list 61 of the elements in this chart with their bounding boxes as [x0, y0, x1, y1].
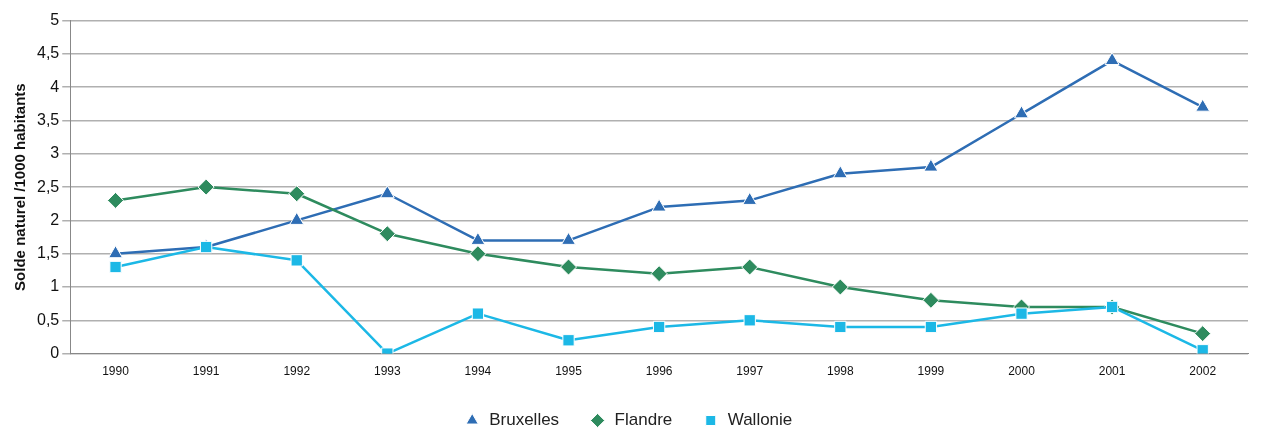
point [1194, 325, 1212, 343]
point [378, 225, 396, 243]
y-tick-label: 0,5 [36, 310, 60, 328]
point [379, 185, 395, 199]
point [288, 185, 306, 203]
point [834, 320, 847, 334]
y-tick-label: 0 [50, 344, 60, 362]
point [651, 198, 667, 212]
y-tick-label: 3 [50, 144, 60, 162]
x-tick-label: 2001 [1098, 364, 1126, 379]
point [471, 307, 485, 320]
point [742, 191, 758, 205]
point [561, 231, 576, 245]
point [924, 320, 938, 334]
x-tick-label: 1998 [826, 364, 854, 379]
x-tick-label: 2002 [1189, 364, 1217, 379]
legend-label: Flandre [614, 410, 673, 430]
y-tick-label: 1 [50, 277, 60, 295]
point [107, 191, 125, 209]
legend-label: Wallonie [727, 410, 793, 430]
point [743, 314, 756, 327]
point [1195, 98, 1211, 112]
x-tick-label: 1995 [555, 364, 583, 379]
point [290, 254, 303, 267]
point [1014, 105, 1029, 119]
point [922, 291, 940, 309]
point [650, 265, 668, 283]
x-tick-label: 1993 [373, 364, 401, 379]
x-tick-label: 2000 [1008, 364, 1036, 379]
x-tick-label: 1992 [283, 364, 311, 379]
x-tick-label: 1999 [917, 364, 945, 379]
y-tick-label: 4,5 [36, 44, 60, 62]
point [923, 158, 939, 172]
y-tick-label: 5 [50, 11, 60, 29]
point [1104, 52, 1120, 66]
y-tick-label: 2 [50, 210, 60, 228]
point [197, 178, 215, 196]
point [831, 278, 849, 296]
point [289, 211, 305, 225]
x-tick-label: 1991 [192, 364, 220, 379]
y-tick-label: 1,5 [36, 244, 60, 262]
point [832, 165, 848, 179]
point [741, 258, 759, 276]
x-tick-label: 1996 [645, 364, 673, 379]
point [560, 258, 578, 276]
y-axis-title: Solde naturel /1000 habitants [11, 83, 29, 291]
point [109, 260, 122, 274]
point [1196, 344, 1209, 354]
point [562, 334, 575, 347]
point [470, 231, 486, 245]
point [469, 245, 487, 263]
y-tick-label: 2,5 [36, 177, 60, 195]
point [108, 245, 123, 259]
y-tick-label: 3,5 [36, 110, 60, 128]
point [652, 320, 666, 334]
x-tick-label: 1990 [102, 364, 130, 379]
y-tick-label: 4 [50, 77, 60, 95]
x-tick-label: 1997 [736, 364, 764, 379]
x-tick-label: 1994 [464, 364, 492, 379]
point [1015, 307, 1028, 320]
legend-label: Bruxelles [489, 410, 560, 430]
